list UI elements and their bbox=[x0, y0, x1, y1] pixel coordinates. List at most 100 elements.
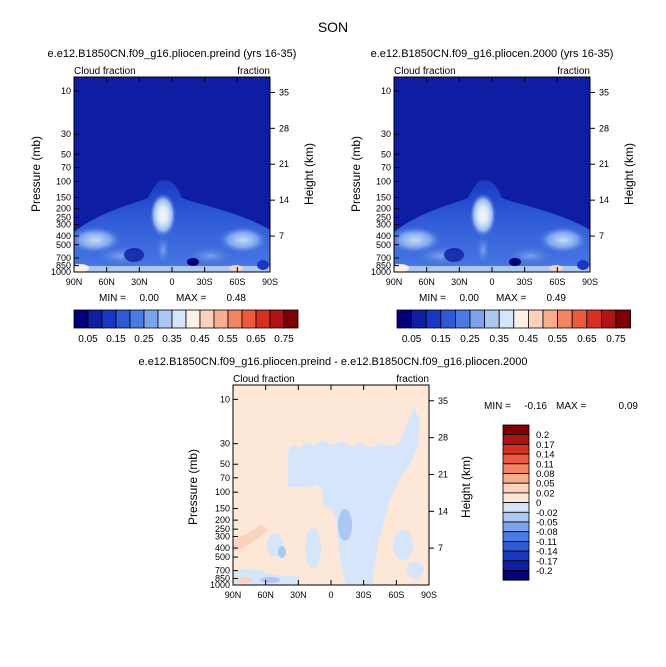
colorbar-swatch bbox=[241, 309, 257, 329]
y-tick-label: 700 bbox=[215, 566, 230, 576]
x-tick-label: 90N bbox=[66, 277, 83, 287]
panel-preind: e.e12.B1850CN.f09_g16.pliocen.preind (yr… bbox=[29, 48, 316, 345]
colorbar-swatch bbox=[411, 309, 427, 329]
colorbar-swatch bbox=[484, 309, 500, 329]
y-tick-label: 100 bbox=[215, 487, 230, 497]
x-tick-label: 60S bbox=[229, 277, 245, 287]
x-tick-label: 0 bbox=[169, 277, 174, 287]
y-tick-label: 400 bbox=[376, 231, 391, 241]
field-core bbox=[150, 193, 176, 237]
field-region bbox=[539, 227, 587, 253]
x-tick-label: 90N bbox=[225, 590, 242, 600]
y-right-tick-label: 28 bbox=[599, 123, 609, 133]
colorbar-swatch bbox=[502, 473, 530, 484]
x-tick-label: 90S bbox=[262, 277, 278, 287]
y-right-tick-label: 35 bbox=[438, 396, 448, 406]
y-tick-label: 100 bbox=[376, 177, 391, 187]
colorbar-swatch bbox=[571, 309, 588, 329]
field-region bbox=[229, 265, 243, 271]
colorbar-swatch bbox=[542, 309, 559, 329]
y-tick-label: 1000 bbox=[371, 267, 391, 277]
field-region bbox=[305, 528, 321, 568]
field-region bbox=[278, 546, 286, 558]
colorbar-swatch bbox=[73, 309, 89, 329]
y-tick-label: 200 bbox=[56, 204, 71, 214]
colorbar-label: 0.75 bbox=[274, 334, 294, 345]
y-tick-label: 850 bbox=[215, 573, 230, 583]
y-right-tick-label: 35 bbox=[279, 87, 289, 97]
y-tick-label: 30 bbox=[381, 129, 391, 139]
colorbar-label: 0.05 bbox=[402, 334, 422, 345]
field-region bbox=[509, 258, 521, 266]
y-tick-label: 300 bbox=[56, 220, 71, 230]
field-region bbox=[233, 524, 268, 552]
x-axis: 90N 60N 30N 0 30S 60S 90S bbox=[66, 77, 278, 287]
y-tick-label: 200 bbox=[376, 204, 391, 214]
min-value: 0.00 bbox=[460, 293, 480, 304]
cloud-field bbox=[74, 77, 270, 272]
colorbar-swatch bbox=[227, 309, 243, 329]
colorbar-swatch bbox=[502, 453, 530, 465]
colorbar-swatch bbox=[143, 309, 159, 329]
colorbar-swatch bbox=[269, 309, 285, 329]
max-label: MAX = bbox=[176, 293, 206, 304]
colorbar-label: -0.14 bbox=[536, 547, 558, 558]
y-right-tick-label: 21 bbox=[438, 469, 448, 479]
max-value: 0.49 bbox=[547, 293, 567, 304]
colorbar-label: 0.15 bbox=[106, 334, 126, 345]
colorbar-label: 0.14 bbox=[536, 450, 555, 461]
colorbar-swatch bbox=[171, 309, 187, 329]
panel-title: e.e12.B1850CN.f09_g16.pliocen.2000 (yrs … bbox=[371, 48, 614, 60]
colorbar-label: 0.25 bbox=[134, 334, 154, 345]
x-tick-label: 0 bbox=[489, 277, 494, 287]
colorbar-label: 0.15 bbox=[431, 334, 451, 345]
x-axis: 90N 60N 30N 0 30S 60S 90S bbox=[225, 385, 437, 600]
field-region bbox=[154, 232, 172, 268]
y-tick-label: 200 bbox=[215, 515, 230, 525]
y-tick-label: 10 bbox=[61, 86, 71, 96]
y-axis-right: 35 28 21 14 7 bbox=[270, 87, 289, 241]
colorbar-label: 0.45 bbox=[519, 334, 539, 345]
max-value: 0.09 bbox=[619, 401, 639, 412]
y-right-tick-label: 35 bbox=[599, 87, 609, 97]
y-axis-right: 35 28 21 14 7 bbox=[429, 396, 448, 553]
y-tick-label: 1000 bbox=[51, 267, 71, 277]
max-label: MAX = bbox=[556, 401, 586, 412]
colorbar-swatch bbox=[129, 309, 145, 329]
colorbar-label: -0.17 bbox=[536, 556, 558, 567]
y-tick-label: 30 bbox=[61, 129, 71, 139]
y-right-tick-label: 7 bbox=[438, 543, 443, 553]
y-axis-label: Pressure (mb) bbox=[186, 449, 200, 525]
x-tick-label: 90N bbox=[386, 277, 403, 287]
panel-2000: e.e12.B1850CN.f09_g16.pliocen.2000 (yrs … bbox=[349, 48, 636, 345]
min-value: -0.16 bbox=[524, 401, 547, 412]
colorbar-label: -0.02 bbox=[536, 508, 558, 519]
y-axis-right-label: Height (km) bbox=[302, 143, 316, 205]
field-region bbox=[187, 258, 199, 266]
colorbar-swatch bbox=[502, 531, 530, 542]
figure-title: SON bbox=[318, 19, 348, 35]
colorbar-swatch bbox=[502, 424, 530, 436]
field-region bbox=[393, 530, 413, 560]
colorbar-swatch bbox=[513, 309, 529, 329]
y-axis-label: Pressure (mb) bbox=[349, 136, 363, 212]
colorbar-swatch bbox=[502, 492, 530, 503]
y-right-tick-label: 14 bbox=[599, 195, 609, 205]
y-tick-label: 10 bbox=[220, 394, 230, 404]
y-tick-label: 250 bbox=[215, 524, 230, 534]
colorbar-label: 0.45 bbox=[190, 334, 210, 345]
panel-top-left-label: Cloud fraction bbox=[233, 374, 295, 385]
panel-top-right-label: fraction bbox=[237, 66, 270, 77]
y-tick-label: 700 bbox=[56, 253, 71, 263]
colorbar-swatch bbox=[115, 309, 131, 329]
y-right-tick-label: 7 bbox=[599, 231, 604, 241]
x-tick-label: 90S bbox=[421, 590, 437, 600]
field-region bbox=[260, 577, 280, 583]
x-axis: 90N 60N 30N 0 30S 60S 90S bbox=[386, 77, 598, 287]
y-tick-label: 100 bbox=[56, 177, 71, 187]
colorbar-label: 0.55 bbox=[218, 334, 238, 345]
difference-field bbox=[233, 385, 429, 585]
panel-difference: e.e12.B1850CN.f09_g16.pliocen.preind - e… bbox=[139, 356, 639, 600]
